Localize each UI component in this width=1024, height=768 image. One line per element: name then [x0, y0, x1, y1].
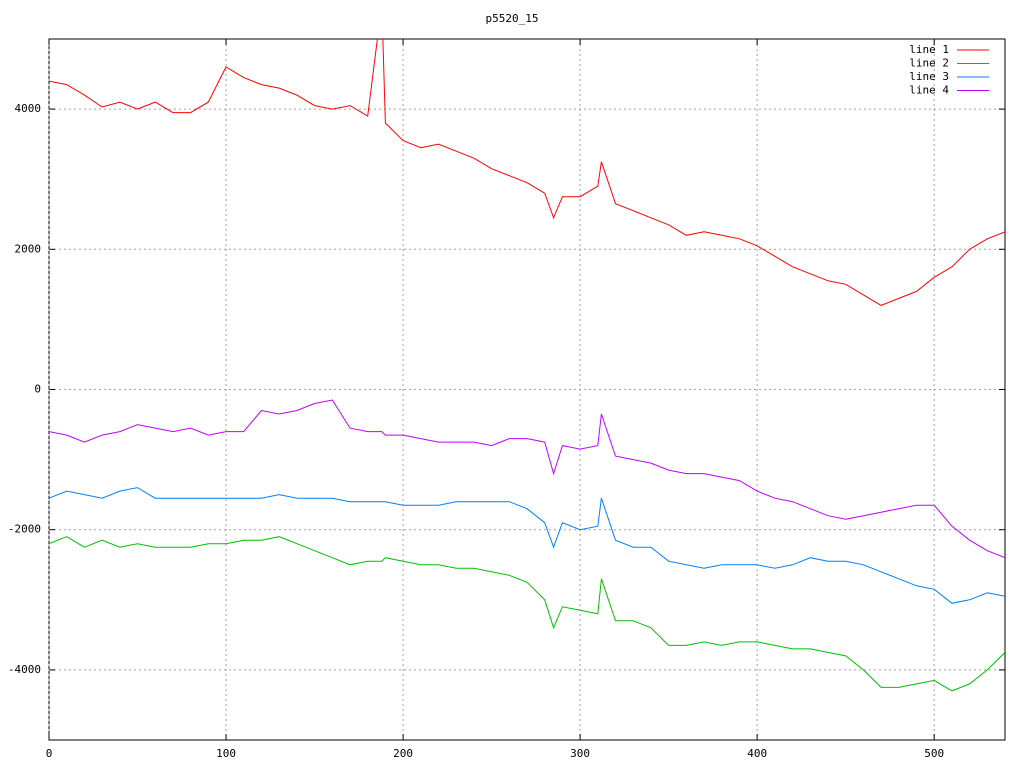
y-tick-label: 0 — [34, 383, 41, 396]
data-line — [49, 487, 1005, 604]
legend-label: line 3 — [909, 70, 949, 83]
data-line — [49, 536, 1005, 692]
y-tick-label: 2000 — [15, 242, 42, 255]
legend-label: line 4 — [909, 84, 949, 97]
x-tick-label: 300 — [570, 747, 590, 760]
data-line — [49, 39, 1005, 306]
y-tick-label: -4000 — [8, 663, 41, 676]
data-line — [49, 399, 1005, 559]
x-tick-label: 0 — [46, 747, 53, 760]
x-tick-label: 500 — [924, 747, 944, 760]
x-tick-label: 400 — [747, 747, 767, 760]
legend-label: line 1 — [909, 43, 949, 56]
x-tick-label: 100 — [216, 747, 236, 760]
chart-title: p5520_15 — [486, 12, 539, 25]
y-tick-label: -2000 — [8, 523, 41, 536]
legend-label: line 2 — [909, 57, 949, 70]
plot-frame — [48, 38, 1006, 741]
x-tick-label: 200 — [393, 747, 413, 760]
y-tick-label: 4000 — [15, 102, 42, 115]
